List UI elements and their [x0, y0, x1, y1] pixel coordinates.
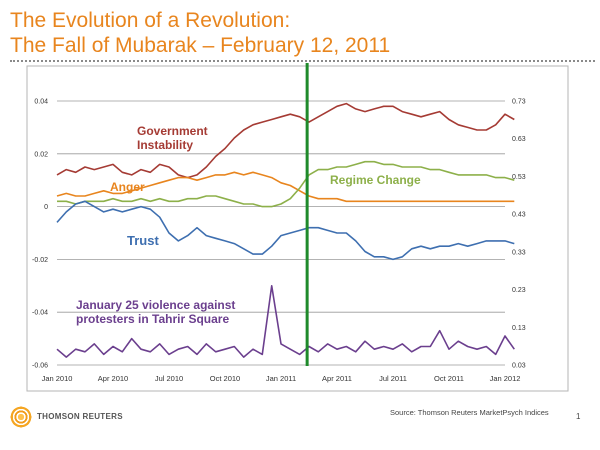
y-left-tick-label: 0 [44, 204, 48, 211]
chart-frame [26, 65, 569, 392]
y-left-tick-label: -0.06 [32, 363, 48, 370]
thomson-reuters-logo: THOMSON REUTERS [8, 404, 128, 434]
source-note: Source: Thomson Reuters MarketPsych Indi… [390, 408, 549, 417]
x-tick-label: Jan 2011 [266, 374, 296, 383]
x-tick-label: Oct 2010 [210, 374, 240, 383]
y-right-tick-label: 0.53 [512, 174, 526, 181]
annotation-regime-change: Regime Change [330, 173, 421, 187]
x-tick-label: Oct 2011 [434, 374, 464, 383]
series-line-government-instability [56, 102, 515, 179]
x-tick-label: Jul 2010 [155, 374, 183, 383]
page-title-line1: The Evolution of a Revolution: [10, 9, 291, 32]
annotation-anger: Anger [110, 180, 145, 194]
y-right-tick-label: 0.63 [512, 136, 526, 143]
annotation-trust: Trust [127, 233, 159, 248]
annotation-government-instability: Government [137, 124, 208, 138]
page-title-line2: The Fall of Mubarak – February 12, 2011 [10, 34, 391, 57]
series-line-anger [56, 171, 515, 203]
y-right-tick-label: 0.43 [512, 212, 526, 219]
y-right-tick-label: 0.03 [512, 363, 526, 370]
y-right-tick-label: 0.23 [512, 287, 526, 294]
logo-text: THOMSON REUTERS [37, 412, 123, 421]
series-line-regime-change [57, 160, 515, 208]
y-right-tick-label: 0.13 [512, 325, 526, 332]
series-line-violence [56, 284, 515, 358]
y-right-tick-label: 0.33 [512, 249, 526, 256]
y-left-tick-label: -0.02 [32, 257, 48, 264]
y-left-tick-label: -0.04 [32, 310, 48, 317]
line-chart: 0.04 0.02 0 -0.02 -0.04 -0.06 0.73 0.63 0.53 0.43… [26, 63, 569, 392]
title-divider [10, 60, 595, 62]
x-tick-label: Apr 2011 [322, 374, 352, 383]
x-tick-label: Jul 2011 [379, 374, 407, 383]
page-number: 1 [576, 412, 581, 421]
series-line-trust [56, 200, 515, 261]
annotation-government-instability: Instability [137, 138, 193, 152]
x-tick-label: Apr 2010 [98, 374, 128, 383]
y-left-tick-label: 0.02 [34, 151, 48, 158]
x-tick-label: Jan 2010 [42, 374, 73, 383]
annotation-violence: January 25 violence against [76, 298, 235, 312]
y-left-tick-label: 0.04 [34, 99, 48, 106]
y-right-tick-label: 0.73 [512, 99, 526, 106]
logo-emblem-icon [10, 406, 32, 428]
annotation-violence: protesters in Tahrir Square [76, 312, 229, 326]
x-tick-label: Jan 2012 [490, 374, 521, 383]
